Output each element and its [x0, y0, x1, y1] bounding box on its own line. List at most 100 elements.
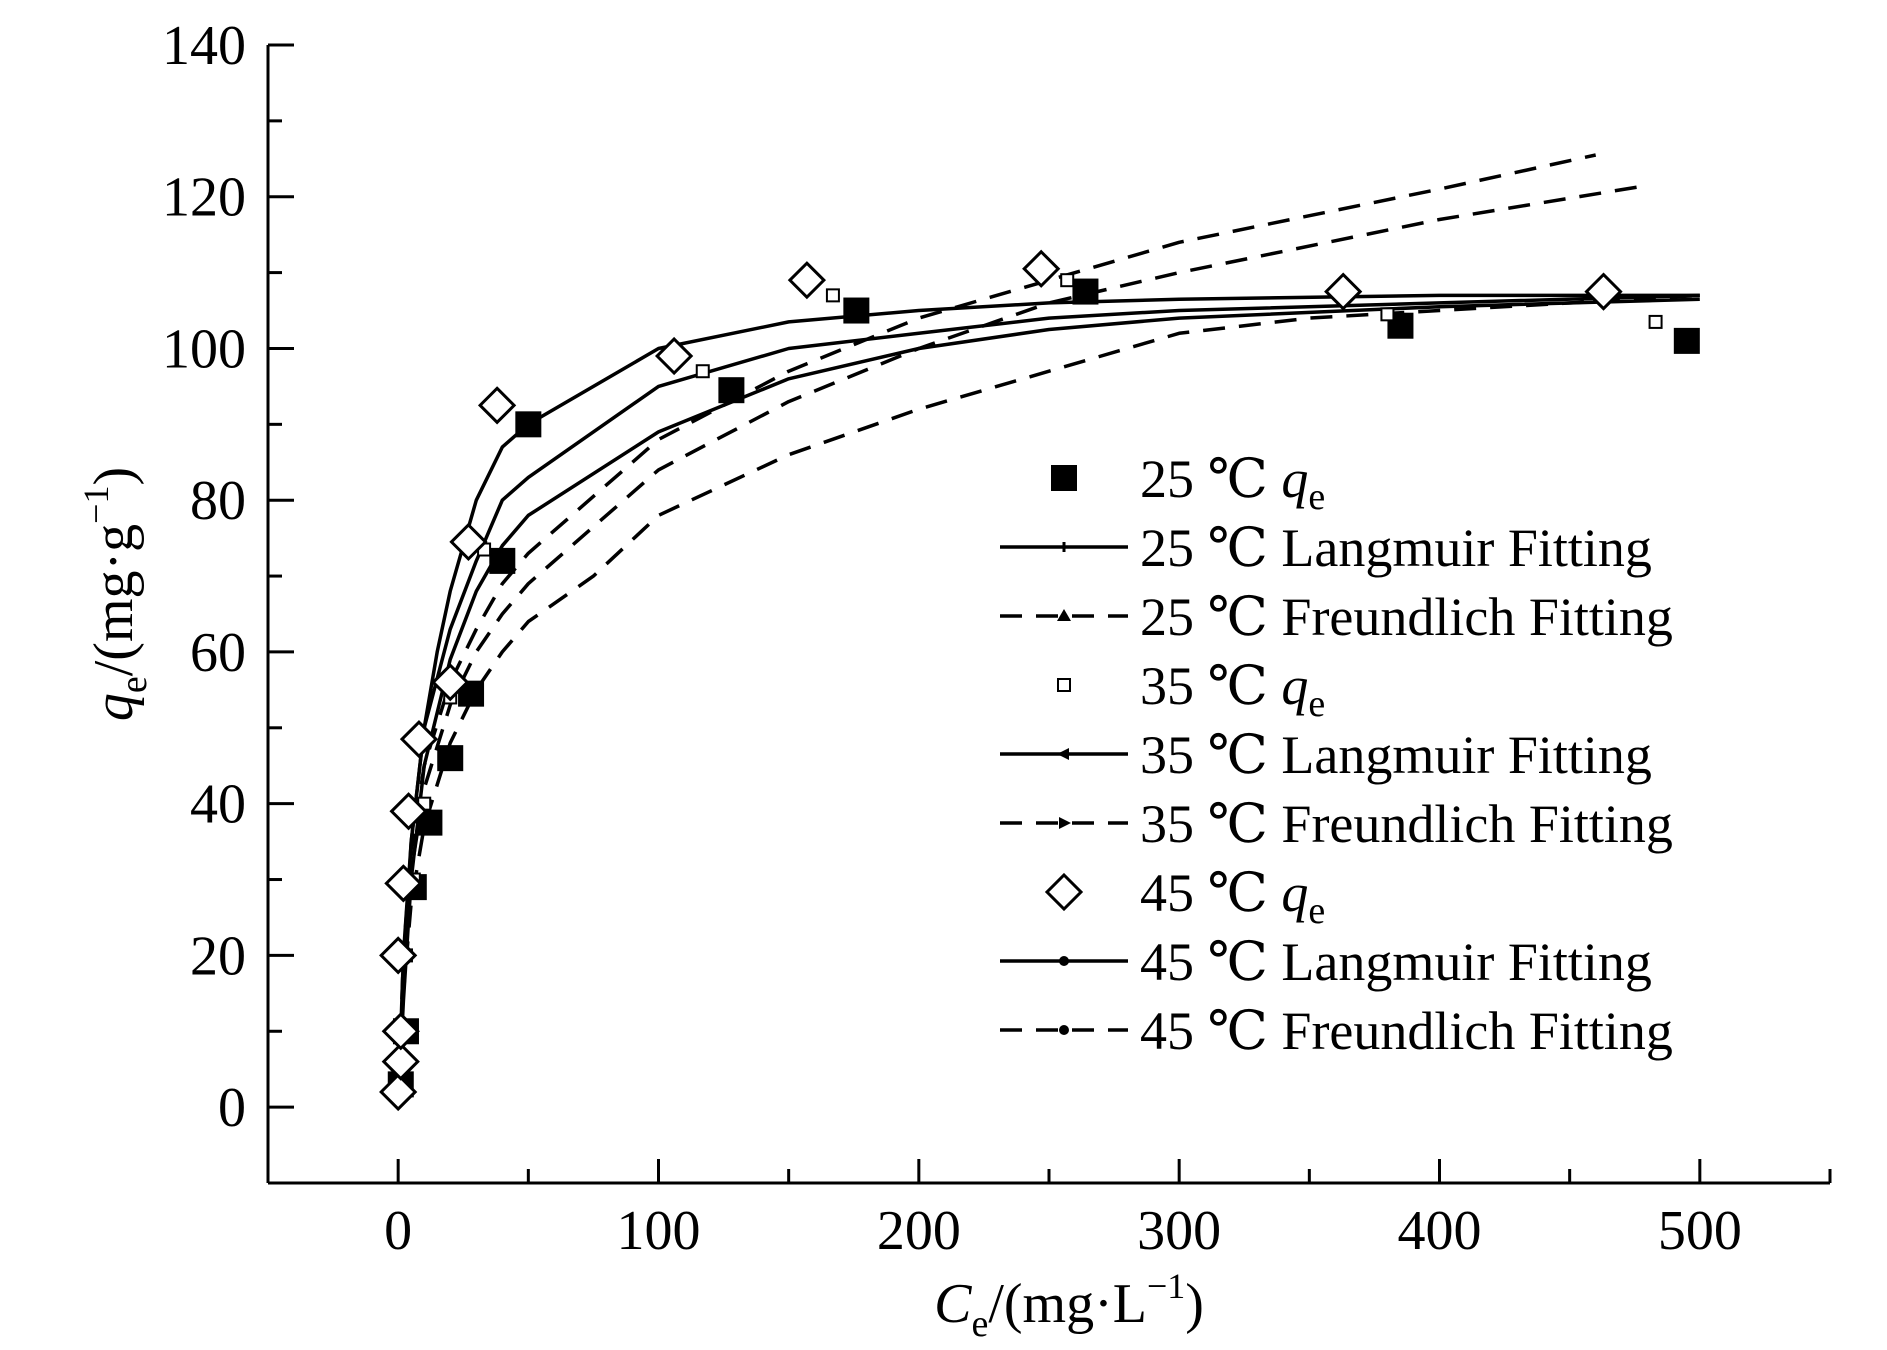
data-point-s6-9: [477, 386, 517, 425]
series-line-7: [396, 293, 1700, 1108]
data-point-s6-4: [384, 864, 423, 903]
legend-label-prefix: 35 ℃: [1140, 794, 1281, 854]
legend-line-marker-7: [1059, 956, 1069, 966]
legend-label-7: 45 ℃ Langmuir Fitting: [1140, 932, 1652, 992]
data-point-s6-6: [399, 720, 439, 759]
y-axis-title-exponent: −1: [76, 486, 116, 524]
x-tick-label: 100: [617, 1200, 701, 1262]
data-point-s3-8: [1060, 273, 1075, 288]
series-line-8: [396, 293, 1700, 1108]
y-axis-title-close: ): [83, 467, 145, 486]
legend-label-text: Langmuir Fitting: [1281, 518, 1652, 578]
legend-label-text: Freundlich Fitting: [1281, 1001, 1673, 1061]
data-point-s0-4: [437, 745, 464, 772]
y-tick-label: 120: [162, 167, 246, 229]
y-tick-label: 40: [190, 774, 246, 836]
x-axis-title: Ce/(mg·L−1): [934, 1266, 1204, 1345]
data-point-s6-12: [1022, 249, 1061, 288]
legend-marker-0: [1051, 465, 1077, 491]
legend-label-text: Langmuir Fitting: [1281, 932, 1652, 992]
y-axis-title-unit: /(mg·g: [83, 524, 145, 676]
data-point-s6-0: [379, 1072, 418, 1112]
x-tick-label: 200: [877, 1200, 961, 1262]
legend-label-prefix: 45 ℃: [1140, 863, 1281, 923]
legend-line-marker-2: [1057, 609, 1071, 621]
legend-label-8: 45 ℃ Freundlich Fitting: [1140, 1001, 1673, 1061]
legend-line-marker-4: [1057, 748, 1069, 760]
legend-label-subscript: e: [1308, 683, 1325, 725]
legend-label-prefix: 25 ℃: [1140, 587, 1281, 647]
y-tick-label: 80: [190, 470, 246, 532]
x-axis-title-unit: /(mg·L: [988, 1273, 1147, 1335]
legend-label-4: 35 ℃ Langmuir Fitting: [1140, 725, 1652, 785]
data-point-s6-10: [654, 336, 694, 376]
y-axis-title: qe/(mg·g−1): [76, 467, 155, 721]
y-axis-title-symbol: q: [83, 693, 145, 721]
legend-label-text: Freundlich Fitting: [1281, 587, 1673, 647]
legend-label-0: 25 ℃ qe: [1140, 449, 1325, 518]
legend-label-symbol: q: [1281, 863, 1308, 923]
data-point-s0-12: [1673, 327, 1700, 354]
y-tick-label: 100: [162, 318, 246, 380]
legend-label-text: Langmuir Fitting: [1281, 725, 1652, 785]
x-tick-label: 400: [1398, 1200, 1482, 1262]
legend-label-text: Freundlich Fitting: [1281, 794, 1673, 854]
x-tick-label: 300: [1137, 1200, 1221, 1262]
series-line-2: [396, 153, 1597, 1108]
series-line-5: [396, 183, 1649, 1108]
legend-label-symbol: q: [1281, 656, 1308, 716]
x-axis-title-subscript: e: [971, 1303, 988, 1345]
data-point-s3-9: [1380, 307, 1395, 322]
legend-label-symbol: q: [1281, 449, 1308, 509]
legend-label-3: 35 ℃ qe: [1140, 656, 1325, 725]
x-axis-title-exponent: −1: [1147, 1266, 1185, 1306]
data-point-s6-7: [431, 663, 470, 702]
legend-label-2: 25 ℃ Freundlich Fitting: [1140, 587, 1673, 647]
y-axis-title-subscript: e: [113, 676, 155, 693]
data-point-s6-11: [787, 261, 827, 300]
legend-label-5: 35 ℃ Freundlich Fitting: [1140, 794, 1673, 854]
x-axis-title-close: ): [1185, 1273, 1204, 1335]
y-tick-label: 60: [190, 622, 246, 684]
data-point-s0-7: [515, 411, 542, 438]
legend-label-6: 45 ℃ qe: [1140, 863, 1325, 932]
x-tick-label: 0: [384, 1200, 412, 1262]
legend-label-prefix: 45 ℃: [1140, 1001, 1281, 1061]
legend-label-prefix: 25 ℃: [1140, 518, 1281, 578]
y-tick-label: 0: [218, 1077, 246, 1139]
data-point-s3-10: [1648, 314, 1663, 329]
data-point-s6-3: [379, 936, 418, 975]
legend-label-subscript: e: [1308, 890, 1325, 932]
data-point-s6-1: [381, 1042, 420, 1081]
data-point-s6-2: [381, 1012, 420, 1051]
legend-label-prefix: 25 ℃: [1140, 449, 1281, 509]
x-axis-title-symbol: C: [934, 1273, 972, 1335]
data-point-s0-6: [489, 547, 516, 574]
data-point-s6-8: [449, 522, 488, 562]
data-point-s3-6: [695, 364, 710, 379]
legend-line-marker-5: [1059, 817, 1071, 829]
data-point-s0-8: [718, 377, 745, 404]
data-point-s6-13: [1324, 272, 1363, 311]
data-point-s3-7: [825, 288, 840, 303]
legend-line-marker-8: [1059, 1025, 1069, 1035]
y-tick-label: 140: [162, 15, 246, 77]
data-point-s0-9: [843, 297, 870, 324]
legend-label-subscript: e: [1308, 476, 1325, 518]
legend-label-1: 25 ℃ Langmuir Fitting: [1140, 518, 1652, 578]
legend-marker-6: [1044, 872, 1084, 912]
series-points: [379, 249, 1700, 1112]
legend-marker-3: [1057, 678, 1071, 692]
legend-label-prefix: 35 ℃: [1140, 656, 1281, 716]
data-point-s0-10: [1072, 278, 1099, 305]
x-tick-label: 500: [1658, 1200, 1742, 1262]
legend-label-prefix: 35 ℃: [1140, 725, 1281, 785]
legend-label-prefix: 45 ℃: [1140, 932, 1281, 992]
y-tick-label: 20: [190, 925, 246, 987]
data-point-s6-5: [389, 792, 428, 831]
data-point-s6-14: [1584, 272, 1623, 311]
